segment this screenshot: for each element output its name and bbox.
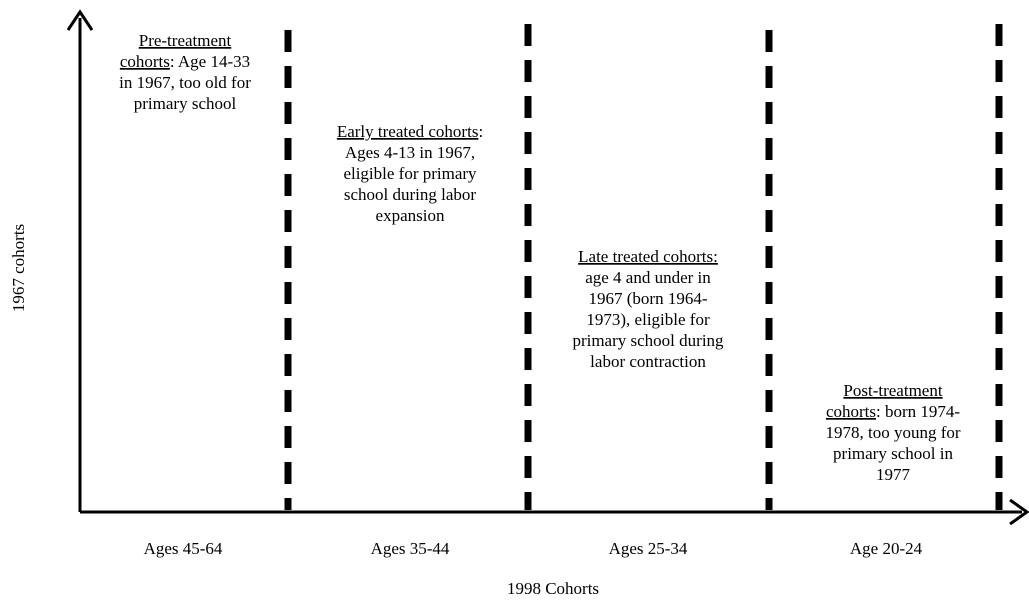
- underlined-text: Early treated cohorts: [337, 122, 479, 141]
- text: : born 1974-: [876, 402, 960, 421]
- underlined-text: Pre-treatment: [139, 31, 232, 50]
- age-label: Ages 45-64: [144, 539, 223, 558]
- description-line: primary school during: [572, 331, 724, 350]
- text: 1967 (born 1964-: [589, 289, 708, 308]
- y-axis-label: 1967 cohorts: [9, 224, 28, 312]
- description-line: expansion: [376, 206, 445, 225]
- description-line: age 4 and under in: [585, 268, 711, 287]
- description-line: labor contraction: [590, 352, 706, 371]
- description-line: school during labor: [344, 185, 477, 204]
- text: school during labor: [344, 185, 477, 204]
- text: : Age 14-33: [170, 52, 250, 71]
- text: in 1967, too old for: [119, 73, 251, 92]
- text: :: [478, 122, 483, 141]
- description-line: cohorts: Age 14-33: [120, 52, 250, 71]
- text: labor contraction: [590, 352, 706, 371]
- text: 1978, too young for: [825, 423, 960, 442]
- description-line: 1978, too young for: [825, 423, 960, 442]
- y-arrow: [66, 9, 94, 31]
- underlined-text: cohorts: [120, 52, 170, 71]
- text: primary school during: [572, 331, 724, 350]
- x-arrow: [1009, 498, 1029, 526]
- text: age 4 and under in: [585, 268, 711, 287]
- text: 1973), eligible for: [586, 310, 710, 329]
- text: primary school: [134, 94, 237, 113]
- text: primary school in: [833, 444, 953, 463]
- underlined-text: Post-treatment: [843, 381, 942, 400]
- description-line: Pre-treatment: [139, 31, 232, 50]
- x-axis-label: 1998 Cohorts: [507, 579, 599, 598]
- text: eligible for primary: [343, 164, 477, 183]
- description-line: eligible for primary: [343, 164, 477, 183]
- age-label: Ages 35-44: [371, 539, 450, 558]
- description-line: Early treated cohorts:: [337, 122, 483, 141]
- age-label: Age 20-24: [850, 539, 923, 558]
- description-line: 1967 (born 1964-: [589, 289, 708, 308]
- description-line: cohorts: born 1974-: [826, 402, 960, 421]
- text: 1977: [876, 465, 911, 484]
- description-line: primary school: [134, 94, 237, 113]
- description-line: 1973), eligible for: [586, 310, 710, 329]
- age-label: Ages 25-34: [609, 539, 688, 558]
- text: expansion: [376, 206, 445, 225]
- description-line: primary school in: [833, 444, 953, 463]
- underlined-text: cohorts: [826, 402, 876, 421]
- description-line: Ages 4-13 in 1967,: [345, 143, 475, 162]
- description-line: Post-treatment: [843, 381, 942, 400]
- text: Ages 4-13 in 1967,: [345, 143, 475, 162]
- description-line: in 1967, too old for: [119, 73, 251, 92]
- underlined-text: Late treated cohorts:: [578, 247, 718, 266]
- description-line: 1977: [876, 465, 911, 484]
- description-line: Late treated cohorts:: [578, 247, 718, 266]
- dividers: [284, 24, 1003, 510]
